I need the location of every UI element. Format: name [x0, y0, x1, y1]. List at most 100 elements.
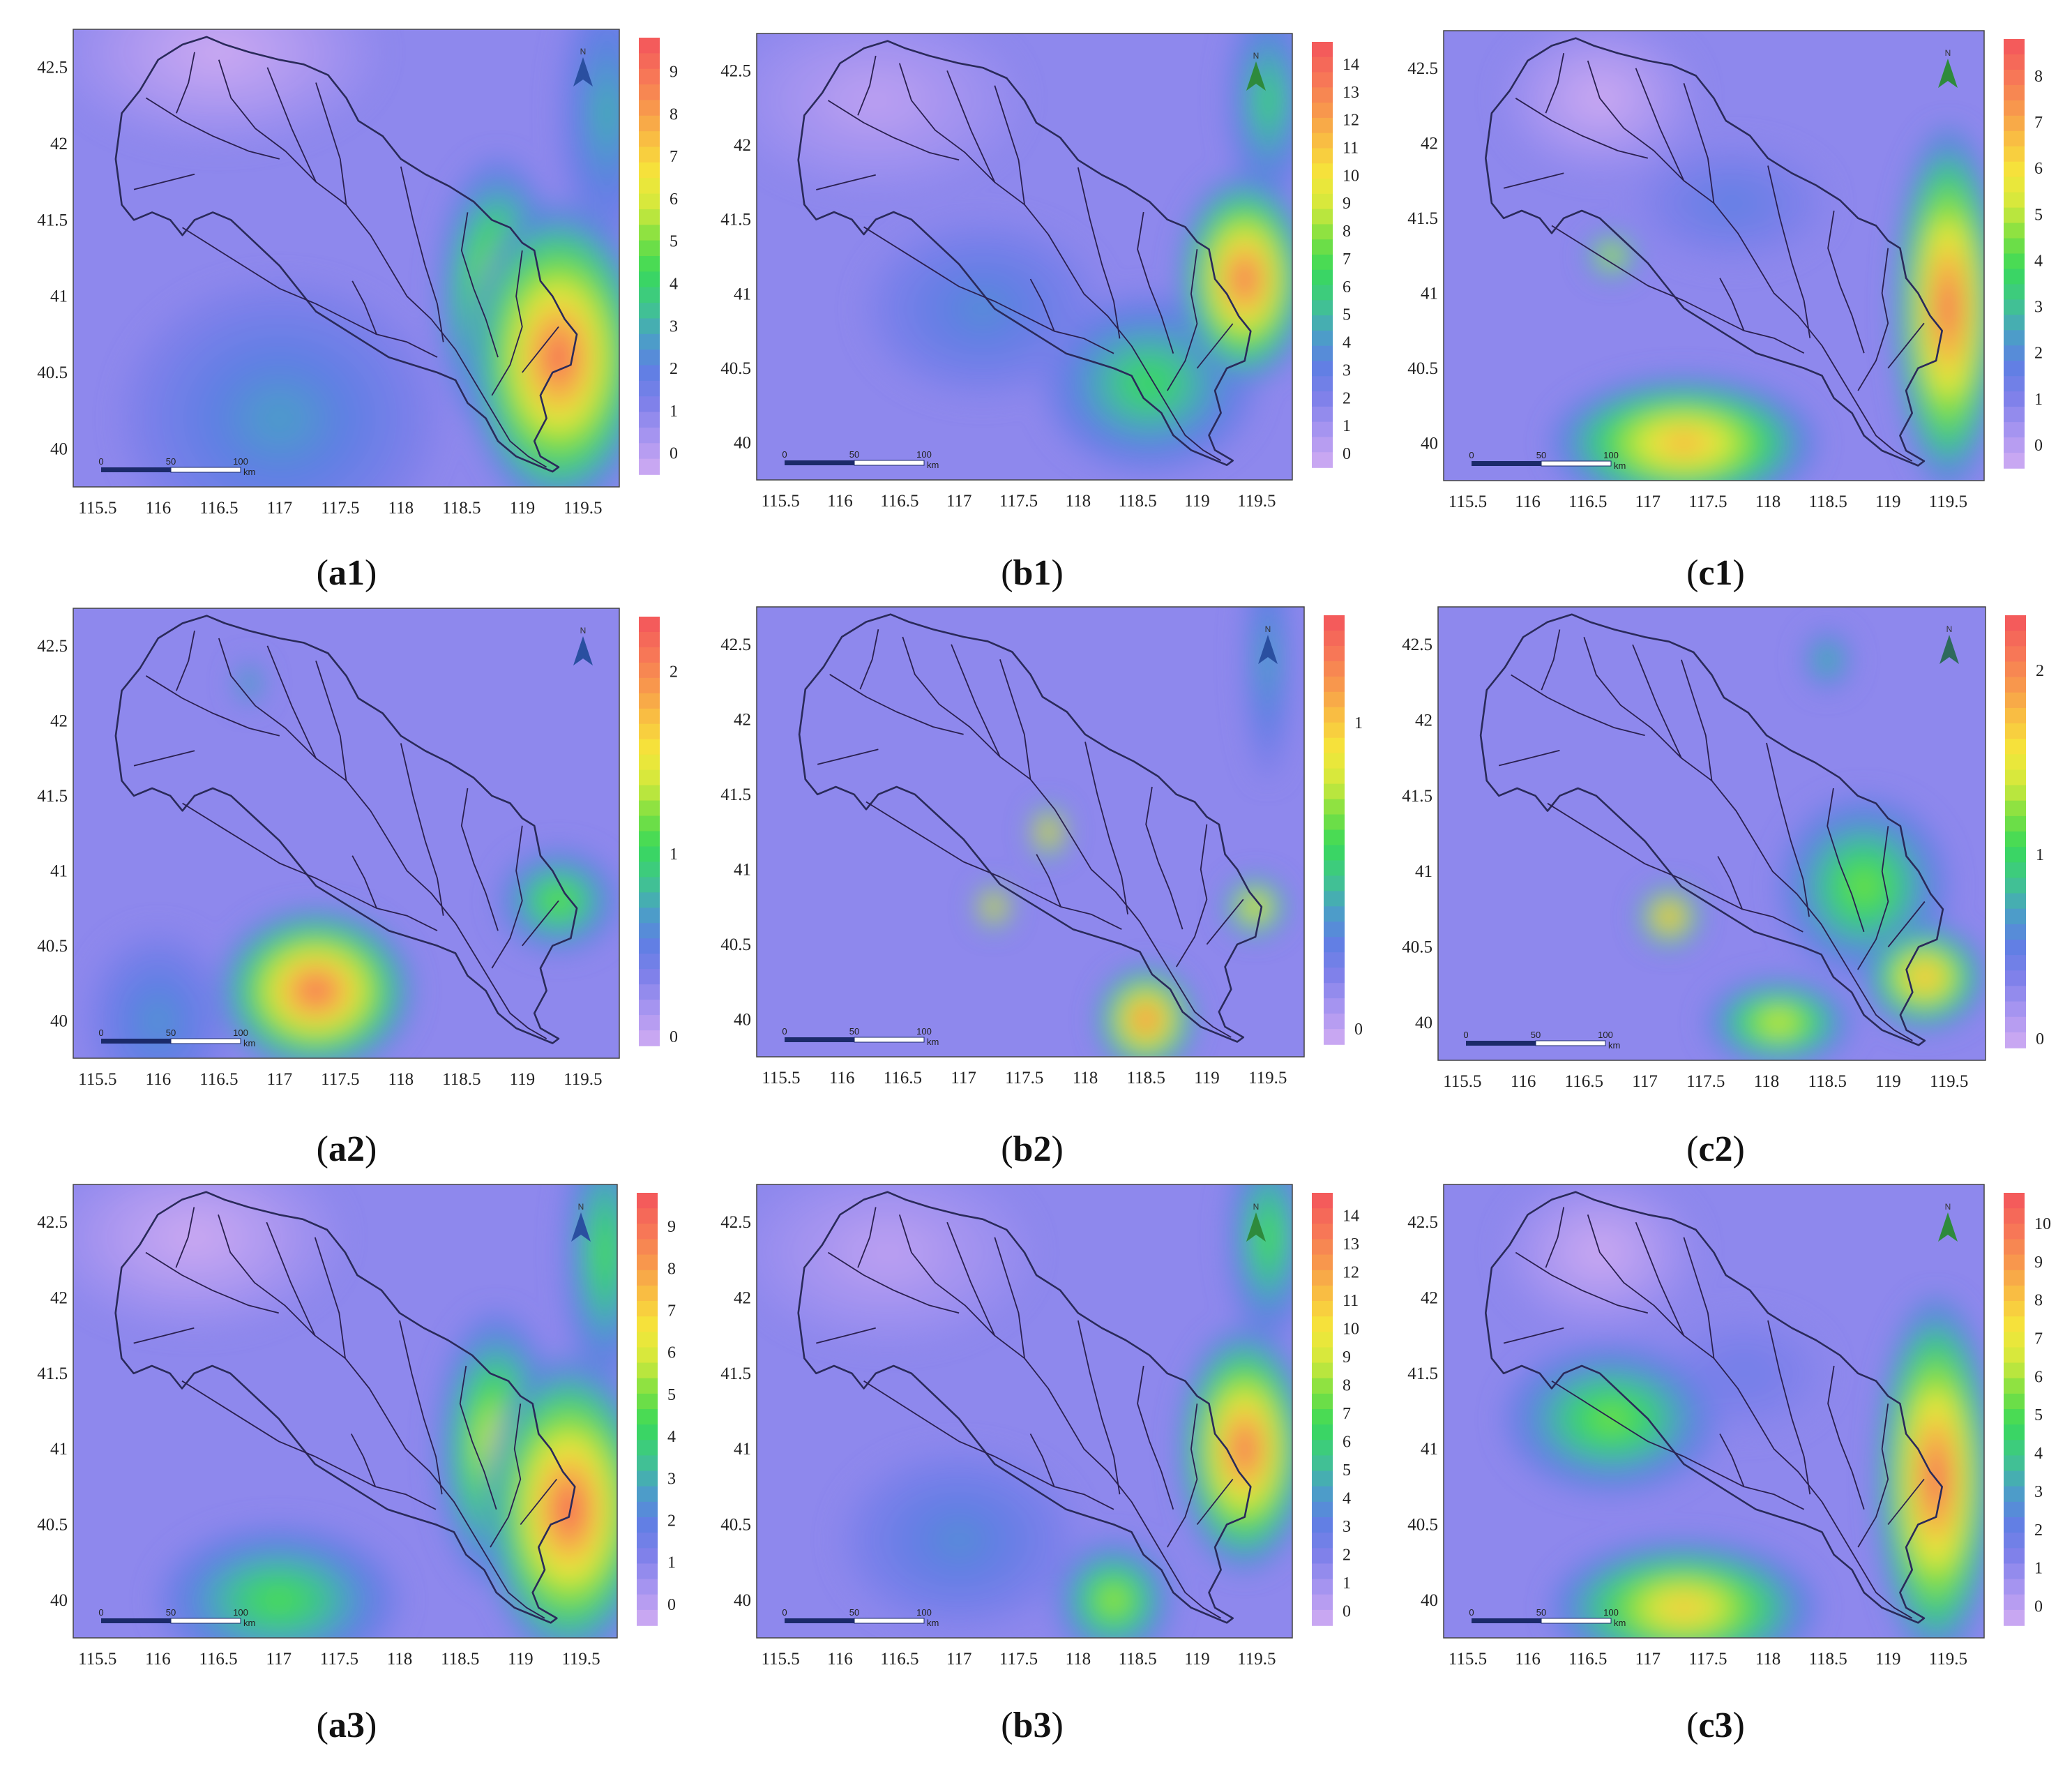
- x-tick-label: 115.5: [761, 492, 799, 511]
- colorbar-tick-label: 4: [1343, 334, 1351, 352]
- colorbar-step: [2004, 345, 2025, 362]
- colorbar-step: [1312, 1486, 1333, 1503]
- colorbar-tick-label: 10: [1343, 167, 1359, 185]
- north-arrow-icon: N: [573, 626, 593, 665]
- colorbar-step: [2004, 130, 2025, 147]
- colorbar-step: [1324, 768, 1345, 785]
- colorbar-step: [2004, 299, 2025, 316]
- colorbar: 01: [1324, 615, 1363, 1045]
- scale-bar-hollow: [170, 1038, 241, 1044]
- colorbar-step: [637, 1254, 658, 1271]
- colorbar-step: [2005, 878, 2026, 894]
- x-tick-label: 119.5: [564, 1070, 602, 1089]
- colorbar-step: [639, 892, 660, 909]
- y-tick-label: 42.5: [37, 59, 68, 77]
- colorbar-tick-label: 5: [2034, 1406, 2043, 1424]
- north-arrow-shape: [573, 636, 593, 665]
- colorbar-tick-label: 6: [2034, 160, 2043, 178]
- colorbar-step: [2004, 422, 2025, 438]
- river-11: [133, 750, 195, 767]
- colorbar-step: [637, 1517, 658, 1533]
- colorbar-tick-label: 4: [2034, 1445, 2043, 1463]
- colorbar-tick-label: 8: [670, 105, 678, 123]
- x-tick-label: 116: [829, 1069, 855, 1088]
- colorbar-step: [639, 38, 660, 54]
- river-8: [522, 900, 559, 947]
- colorbar-tick-label: 3: [2034, 1483, 2043, 1501]
- scale-bar-label: 0: [1463, 1030, 1468, 1040]
- river-6: [266, 67, 317, 183]
- colorbar-step: [637, 1316, 658, 1333]
- y-tick-label: 42: [734, 710, 751, 729]
- colorbar-step: [639, 146, 660, 163]
- x-tick-label: 117: [946, 492, 972, 511]
- colorbar-step: [1312, 57, 1333, 73]
- river-2: [863, 226, 1114, 354]
- colorbar-step: [1312, 1455, 1333, 1472]
- north-arrow-icon: N: [1246, 1202, 1266, 1242]
- x-tick-label: 116: [1511, 1072, 1536, 1091]
- basin-boundary: [114, 615, 578, 1044]
- x-tick-label: 119.5: [1237, 1650, 1276, 1669]
- scale-bar-label: 50: [166, 1028, 176, 1038]
- colorbar-step: [637, 1533, 658, 1549]
- hotspot-3-ring-5: [299, 977, 333, 1004]
- river-6: [1632, 644, 1682, 759]
- north-arrow-shape: [1246, 1212, 1266, 1242]
- x-tick-label: 117: [1635, 492, 1661, 511]
- basin-boundary: [1479, 613, 1944, 1046]
- colorbar-step: [1312, 1501, 1333, 1518]
- x-tick-label: 117.5: [320, 1650, 358, 1669]
- colorbar-step: [2004, 1254, 2025, 1271]
- colorbar-step: [637, 1548, 658, 1565]
- river-2: [181, 1380, 437, 1510]
- panel-caption: (b3): [1001, 1706, 1064, 1745]
- colorbar-tick-label: 8: [2034, 1292, 2043, 1310]
- x-tick-label: 119: [510, 1070, 536, 1089]
- river-2: [863, 1380, 1114, 1510]
- scale-bar-label: 0: [98, 1028, 103, 1038]
- x-tick-label: 117.5: [321, 1070, 359, 1089]
- colorbar-step: [2005, 893, 2026, 910]
- river-1: [827, 100, 960, 161]
- colorbar-step: [1324, 998, 1345, 1014]
- hotspot-4-ring-5: [1664, 911, 1674, 922]
- colorbar-step: [1312, 376, 1333, 392]
- colorbar-tick-label: 2: [667, 1512, 676, 1530]
- colorbar-step: [1312, 1270, 1333, 1286]
- colorbar-step: [639, 846, 660, 863]
- y-tick-label: 42: [734, 1289, 751, 1308]
- north-arrow-icon: N: [571, 1202, 591, 1242]
- river-6: [946, 70, 996, 183]
- y-tick-label: 42: [50, 712, 68, 730]
- colorbar-step: [1312, 285, 1333, 301]
- colorbar-step: [1312, 1517, 1333, 1533]
- colorbar-step: [639, 256, 660, 273]
- y-tick-label: 40.5: [720, 935, 751, 954]
- north-arrow-icon: N: [573, 47, 593, 86]
- river-7: [1137, 1365, 1174, 1510]
- basin-boundary: [798, 613, 1263, 1043]
- river-8: [1196, 1478, 1234, 1526]
- scale-bar-hollow: [854, 1618, 925, 1624]
- colorbar-step: [639, 287, 660, 303]
- colorbar-tick-label: 1: [670, 845, 678, 864]
- scale-bar-label: 50: [849, 1026, 859, 1037]
- x-tick-label: 118.5: [442, 1070, 481, 1089]
- x-tick-label: 119: [1875, 492, 1901, 511]
- scale-bar-unit: km: [243, 1038, 255, 1048]
- y-tick-label: 41: [734, 285, 751, 303]
- colorbar-tick-label: 9: [670, 63, 678, 82]
- colorbar: 0 1 2 3 4 5 6 7 8: [2004, 39, 2043, 469]
- colorbar-tick-label: 6: [2034, 1368, 2043, 1386]
- river-10: [1717, 856, 1743, 910]
- colorbar-tick-label: 7: [670, 148, 678, 166]
- scale-bar-label: 0: [1469, 450, 1474, 460]
- river-2: [1547, 802, 1803, 933]
- colorbar-tick-label: 12: [1343, 112, 1359, 130]
- colorbar-tick-label: 1: [2036, 846, 2044, 864]
- x-tick-label: 116: [145, 1650, 171, 1669]
- river-10: [1719, 1433, 1745, 1487]
- colorbar-step: [1324, 937, 1345, 954]
